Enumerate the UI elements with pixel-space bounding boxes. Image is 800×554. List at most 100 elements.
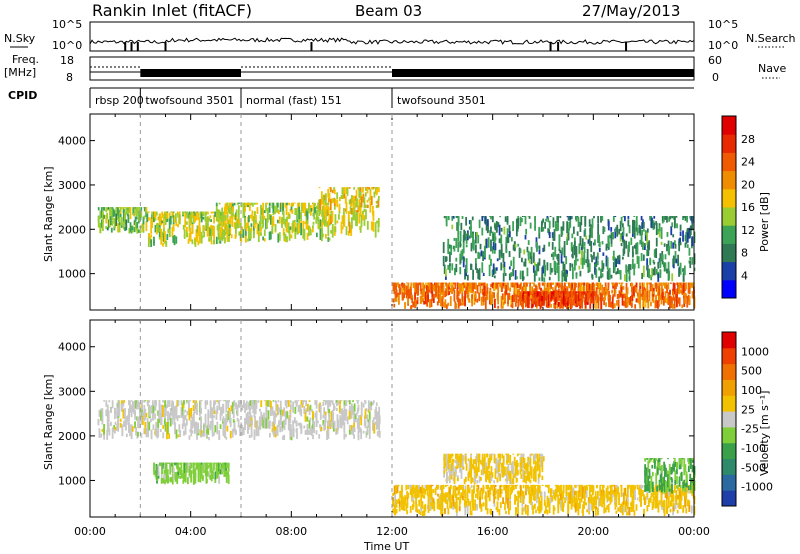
data-cell [616, 255, 619, 264]
data-cell [681, 282, 684, 284]
date-label: 27/May/2013 [582, 2, 680, 20]
data-cell [607, 220, 610, 231]
data-cell [306, 416, 309, 422]
data-cell [255, 420, 258, 429]
data-cell [345, 409, 348, 416]
data-cell [208, 472, 211, 479]
data-cell [175, 236, 178, 241]
data-cell [398, 294, 400, 305]
data-cell [658, 500, 661, 505]
data-cell [196, 427, 198, 440]
data-cell [470, 467, 473, 475]
data-cell [168, 231, 171, 238]
data-cell [142, 216, 145, 225]
data-cell [444, 462, 447, 467]
data-cell [612, 262, 615, 274]
data-cell [204, 413, 207, 420]
freq-trace [90, 66, 694, 77]
data-cell [185, 231, 188, 235]
data-cell [426, 285, 429, 293]
data-cell [426, 484, 428, 491]
data-cell [571, 267, 574, 280]
data-cell [106, 227, 109, 231]
data-cell [457, 290, 460, 297]
data-cell [406, 510, 409, 515]
data-cell [507, 282, 509, 291]
data-cell [612, 215, 615, 222]
data-cell [560, 499, 563, 511]
data-cell [580, 215, 583, 226]
data-cell [185, 221, 188, 225]
data-cell [562, 294, 565, 306]
data-cell [161, 211, 164, 215]
data-cell [162, 432, 165, 439]
data-cell [414, 487, 416, 498]
data-cell [687, 294, 690, 302]
data-cell [551, 253, 553, 257]
data-cell [594, 506, 597, 516]
data-cell [334, 214, 337, 225]
data-cell [500, 488, 503, 494]
data-cell [632, 504, 635, 512]
data-cell [404, 497, 407, 501]
data-cell [679, 500, 682, 510]
data-cell [570, 299, 573, 309]
data-cell [461, 215, 464, 220]
data-cell [556, 292, 559, 301]
data-cell [119, 207, 122, 212]
data-cell [275, 429, 278, 435]
data-cell [541, 267, 544, 280]
data-cell [465, 216, 468, 226]
data-cell [516, 282, 519, 284]
data-cell [688, 504, 691, 512]
data-cell [416, 297, 419, 301]
data-cell [497, 453, 500, 459]
data-cell [635, 282, 638, 288]
data-cell [229, 216, 232, 223]
data-cell [477, 269, 480, 280]
data-cell [476, 298, 479, 303]
data-cell [288, 202, 290, 206]
data-cell [209, 227, 212, 237]
data-cell [479, 283, 482, 294]
data-cell [169, 211, 172, 213]
data-cell [250, 425, 253, 438]
data-cell [114, 428, 116, 434]
data-cell [541, 484, 544, 486]
data-cell [486, 467, 489, 473]
data-cell [430, 502, 433, 507]
data-cell [580, 258, 583, 265]
data-cell [457, 215, 460, 220]
data-cell [587, 282, 590, 288]
data-cell [594, 300, 597, 310]
data-cell [616, 268, 619, 274]
data-cell [586, 248, 589, 260]
data-cell [235, 430, 237, 435]
data-cell [362, 403, 365, 408]
data-cell [543, 277, 546, 283]
data-cell [435, 285, 438, 297]
data-cell [200, 408, 202, 414]
data-cell [194, 215, 196, 223]
data-cell [522, 494, 525, 505]
data-cell [660, 227, 663, 240]
data-cell [547, 294, 550, 307]
data-cell [677, 254, 680, 267]
data-cell [119, 207, 122, 218]
data-cell [160, 404, 163, 416]
data-cell [262, 216, 265, 227]
data-cell [150, 429, 153, 440]
data-cell [378, 415, 381, 421]
data-cell [238, 219, 241, 225]
data-cell [578, 288, 580, 294]
data-cell [304, 221, 307, 225]
data-cell [647, 500, 650, 504]
freq-band [140, 69, 241, 77]
data-cell [653, 488, 655, 496]
data-cell [414, 298, 416, 309]
data-cell [400, 501, 403, 510]
data-cell [567, 493, 570, 504]
data-cell [535, 268, 538, 273]
data-cell [232, 212, 234, 217]
data-cell [153, 466, 155, 476]
